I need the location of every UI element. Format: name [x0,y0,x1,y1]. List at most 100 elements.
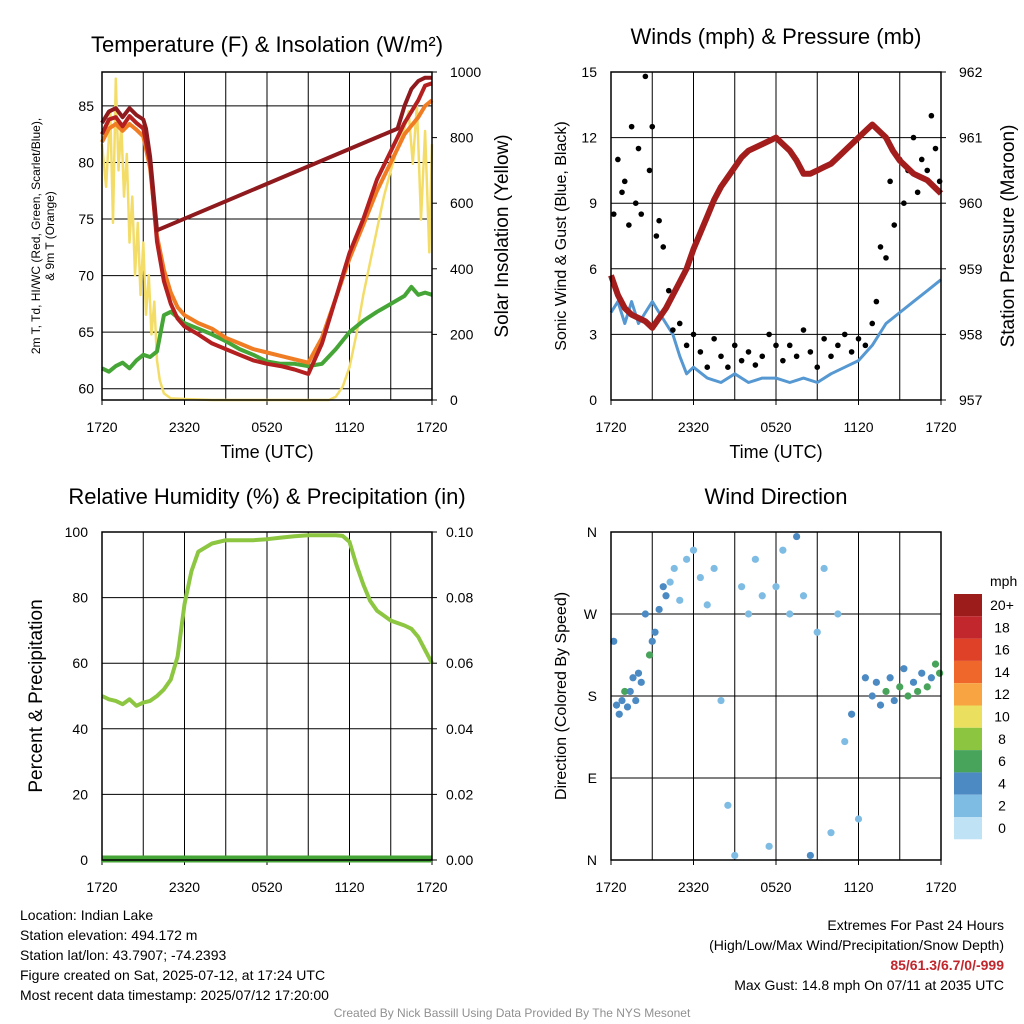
gust-point [924,167,931,174]
gust-point [626,222,632,228]
series-line [101,284,433,374]
gust-point [638,211,645,217]
colorbar-swatch [954,705,982,728]
x-tick-label: 1720 [86,879,117,895]
direction-point [936,669,944,677]
direction-point [914,687,922,696]
x-tick-label: 2320 [169,879,200,895]
direction-point [758,592,766,600]
gust-point [642,73,649,80]
gust-point [621,178,628,185]
colorbar-label: 12 [994,686,1010,702]
direction-point [621,687,629,696]
direction-point [724,801,732,809]
x-tick-label: 1720 [595,879,626,895]
colorbar-label: 2 [998,798,1006,814]
y-tick-label: 60 [72,655,88,671]
direction-point [896,683,904,691]
y-tick-label: 100 [65,524,89,540]
direction-point [629,674,637,682]
direction-point [827,829,835,837]
colorbar-label: 16 [994,642,1010,658]
direction-point [886,674,894,682]
direction-point [641,610,649,618]
gust-point [773,342,779,349]
gust-point [632,200,639,206]
direction-point [738,583,746,591]
gust-point [891,222,898,228]
direction-point [927,674,935,682]
colorbar-label: 18 [994,619,1010,635]
y2-tick-label: 959 [959,261,983,277]
chart-title: Winds (mph) & Pressure (mb) [631,24,922,49]
direction-point [904,692,912,700]
gust-point [835,342,841,349]
direction-point [779,546,787,554]
colorbar-swatch [954,772,982,795]
colorbar-label: 6 [998,753,1006,769]
gust-point [635,145,642,152]
direction-point [703,601,711,609]
x-tick-label: 1720 [86,419,117,435]
y2-tick-label: 961 [959,130,983,146]
y2-tick-label: 0 [450,392,458,408]
colorbar-label: 14 [994,664,1010,680]
credit-text: Created By Nick Bassill Using Data Provi… [333,1006,691,1020]
y-tick-label: 12 [581,130,597,146]
gust-point [828,353,834,360]
gust-point [690,331,697,338]
direction-point [612,701,621,709]
direction-point [637,678,645,686]
y-tick-label: 9 [589,195,597,211]
y2-tick-label: 0.08 [446,590,473,606]
colorbar-swatch [954,727,982,751]
colorbar: mph 20+ 18 16 14 12 10 8 6 4 2 0 [954,573,1017,840]
colorbar-label: 20+ [990,597,1014,613]
x-tick-label: 1720 [925,879,956,895]
direction-point [731,851,739,860]
y-tick-label: N [587,524,597,540]
gust-point [901,200,907,206]
colorbar-label: 0 [998,820,1006,836]
series-line [100,98,434,365]
colorbar-label: 10 [994,709,1010,725]
direction-point [876,701,885,709]
y2-tick-label: 800 [450,130,474,146]
colorbar-swatch [954,638,982,661]
colorbar-swatch [954,660,982,684]
gust-point [914,189,921,196]
recent-data-text: Most recent data timestamp: 2025/07/12 1… [20,987,329,1003]
direction-point [848,710,856,718]
y2-tick-label: 200 [450,326,474,342]
gust-point [752,362,759,368]
y2-axis-label: Solar Insolation (Yellow) [492,134,513,337]
gust-point [646,167,653,174]
gust-point [745,349,752,355]
gust-point [610,211,617,217]
direction-point [900,665,908,673]
y-axis-label: Direction (Colored By Speed) [553,592,570,800]
direction-point [662,592,670,600]
direction-point [931,660,940,668]
direction-point [683,555,691,563]
chart-title: Wind Direction [704,484,847,509]
gust-point [928,112,935,119]
y2-tick-label: 400 [450,261,474,277]
colorbar-swatch [954,594,982,617]
y-tick-label: 15 [581,64,597,80]
x-axis-label: Time (UTC) [729,442,822,462]
x-tick-label: 1720 [595,419,626,435]
y2-tick-label: 960 [959,195,983,211]
direction-point [744,610,753,618]
x-tick-label: 1720 [416,419,447,435]
y-tick-label: N [587,852,597,868]
gust-point [873,298,880,305]
direction-point [696,573,704,582]
direction-point [645,651,654,659]
direction-point [632,696,640,705]
y2-tick-label: 0.06 [446,655,473,671]
direction-point [676,596,684,604]
colorbar-swatch [954,817,982,840]
direction-point [882,687,890,696]
y-tick-label: 65 [78,324,94,340]
